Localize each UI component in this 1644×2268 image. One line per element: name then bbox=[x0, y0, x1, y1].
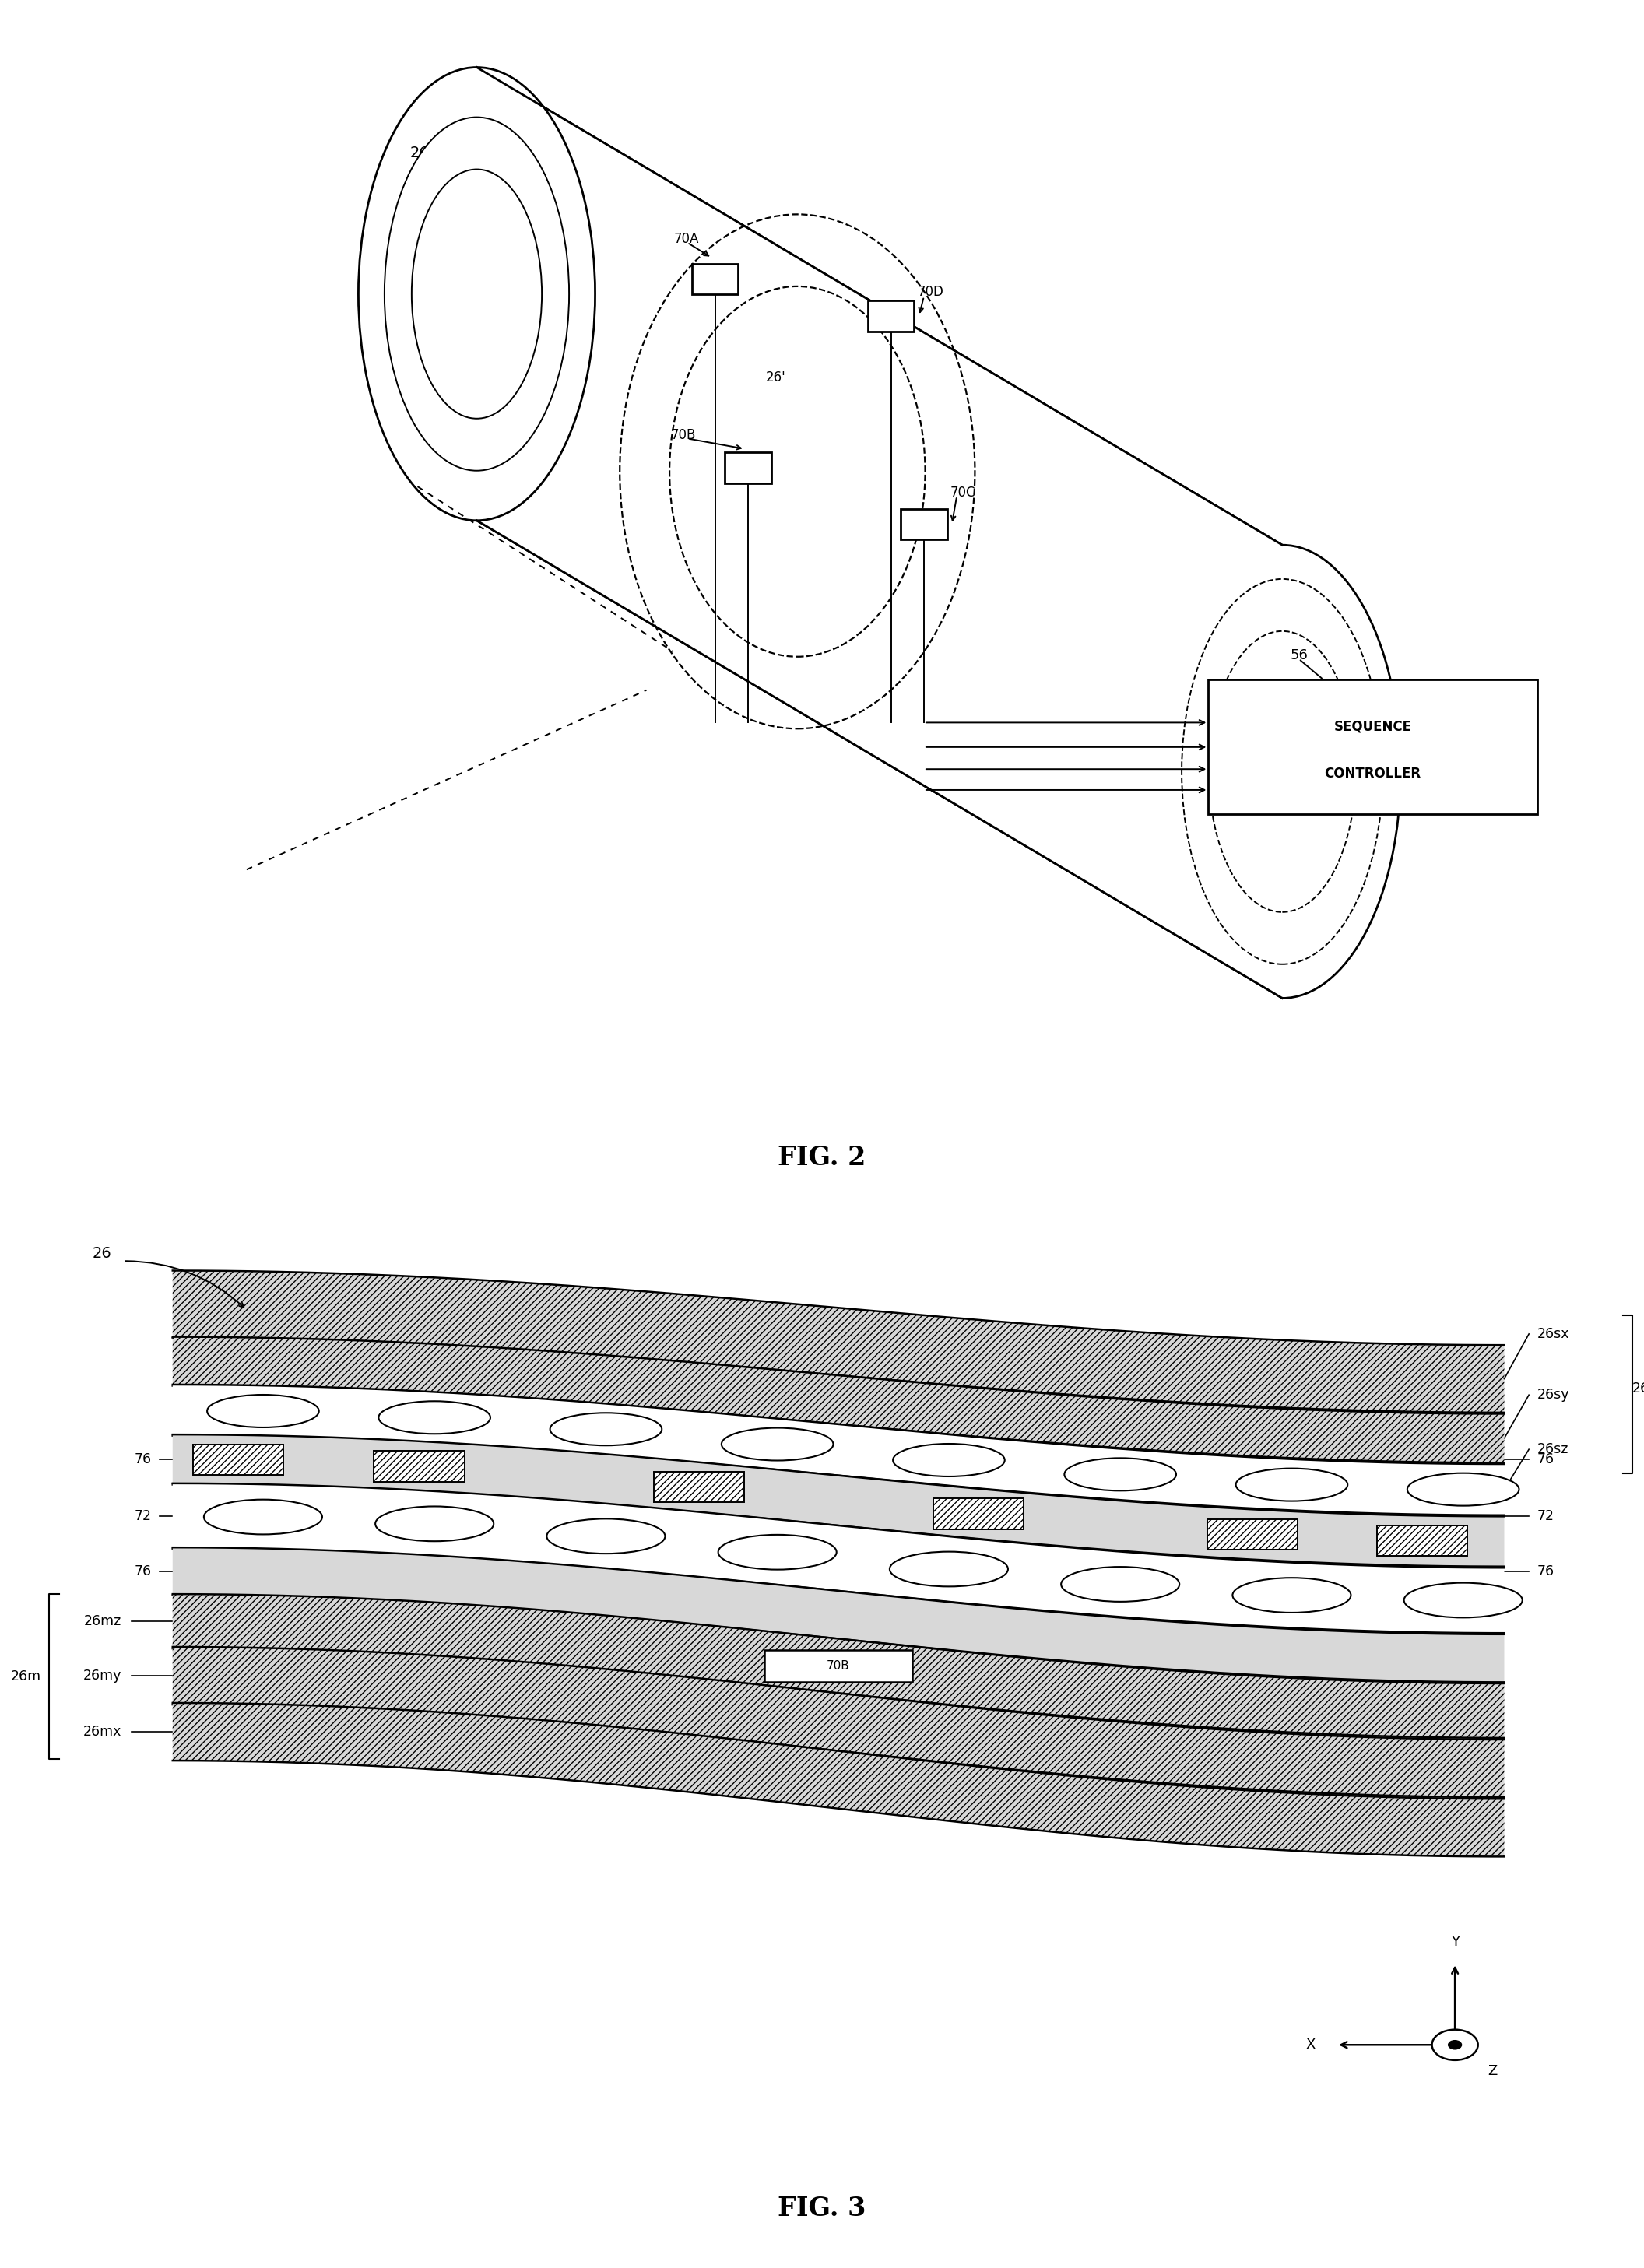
Ellipse shape bbox=[1060, 1567, 1179, 1601]
Ellipse shape bbox=[1404, 1583, 1522, 1617]
Text: 72: 72 bbox=[135, 1508, 151, 1524]
Polygon shape bbox=[173, 1436, 1504, 1567]
Ellipse shape bbox=[551, 1413, 663, 1445]
Ellipse shape bbox=[547, 1520, 666, 1554]
Bar bbox=[901, 508, 947, 540]
Polygon shape bbox=[173, 1383, 1504, 1515]
Text: SEQUENCE: SEQUENCE bbox=[1333, 719, 1412, 735]
Bar bbox=[1207, 1520, 1299, 1549]
Ellipse shape bbox=[375, 1506, 493, 1542]
Ellipse shape bbox=[358, 68, 595, 522]
Text: 76: 76 bbox=[1537, 1452, 1554, 1467]
Text: X: X bbox=[1305, 2039, 1315, 2053]
Bar bbox=[1208, 680, 1537, 814]
Text: 26mx: 26mx bbox=[84, 1724, 122, 1740]
Polygon shape bbox=[173, 1547, 1504, 1683]
Text: CONTROLLER: CONTROLLER bbox=[1325, 767, 1420, 780]
Text: 26: 26 bbox=[409, 145, 429, 161]
Polygon shape bbox=[173, 1336, 1504, 1463]
Text: 26sz: 26sz bbox=[1537, 1442, 1568, 1456]
Text: Y: Y bbox=[1450, 1935, 1460, 1948]
Polygon shape bbox=[173, 1703, 1504, 1857]
Ellipse shape bbox=[1236, 1467, 1348, 1501]
Text: 26my: 26my bbox=[84, 1669, 122, 1683]
Text: 76: 76 bbox=[135, 1565, 151, 1579]
Bar bbox=[934, 1499, 1024, 1529]
Bar bbox=[692, 263, 738, 295]
Text: 70B: 70B bbox=[827, 1660, 850, 1672]
Ellipse shape bbox=[207, 1395, 319, 1427]
Bar bbox=[764, 1649, 912, 1683]
Ellipse shape bbox=[722, 1429, 834, 1461]
Bar bbox=[194, 1445, 284, 1474]
Text: 70A: 70A bbox=[674, 231, 699, 245]
Text: 76: 76 bbox=[135, 1452, 151, 1467]
Polygon shape bbox=[173, 1647, 1504, 1796]
Ellipse shape bbox=[411, 170, 543, 420]
Circle shape bbox=[1448, 2041, 1462, 2050]
Polygon shape bbox=[173, 1270, 1504, 1413]
Bar bbox=[1378, 1526, 1468, 1556]
Text: 70B: 70B bbox=[671, 429, 695, 442]
Ellipse shape bbox=[1233, 1579, 1351, 1613]
Ellipse shape bbox=[718, 1535, 837, 1569]
Ellipse shape bbox=[1407, 1474, 1519, 1506]
Bar bbox=[868, 302, 914, 331]
Text: 26m: 26m bbox=[10, 1669, 41, 1683]
Text: FIG. 2: FIG. 2 bbox=[778, 1145, 866, 1170]
Text: 26': 26' bbox=[766, 370, 786, 383]
Text: 26sx: 26sx bbox=[1537, 1327, 1570, 1340]
Bar bbox=[725, 454, 771, 483]
Polygon shape bbox=[477, 68, 1282, 998]
Ellipse shape bbox=[889, 1551, 1008, 1588]
Text: 72: 72 bbox=[1537, 1508, 1554, 1524]
Text: 56: 56 bbox=[1291, 649, 1309, 662]
Text: 26: 26 bbox=[92, 1245, 112, 1261]
Circle shape bbox=[1432, 2030, 1478, 2059]
Text: 26sy: 26sy bbox=[1537, 1388, 1570, 1402]
Text: FIG. 3: FIG. 3 bbox=[778, 2195, 866, 2220]
Ellipse shape bbox=[204, 1499, 322, 1535]
Bar bbox=[654, 1472, 745, 1501]
Bar bbox=[375, 1452, 465, 1481]
Ellipse shape bbox=[1064, 1458, 1175, 1490]
Polygon shape bbox=[173, 1483, 1504, 1633]
Text: Z: Z bbox=[1488, 2064, 1498, 2077]
Ellipse shape bbox=[385, 118, 569, 472]
Text: 70D: 70D bbox=[917, 284, 944, 299]
Text: 26mz: 26mz bbox=[84, 1615, 122, 1628]
Text: 70C: 70C bbox=[950, 485, 975, 499]
Ellipse shape bbox=[378, 1402, 490, 1433]
Text: 26s: 26s bbox=[1632, 1381, 1644, 1395]
Text: 76: 76 bbox=[1537, 1565, 1554, 1579]
Ellipse shape bbox=[893, 1445, 1004, 1476]
Polygon shape bbox=[173, 1594, 1504, 1737]
